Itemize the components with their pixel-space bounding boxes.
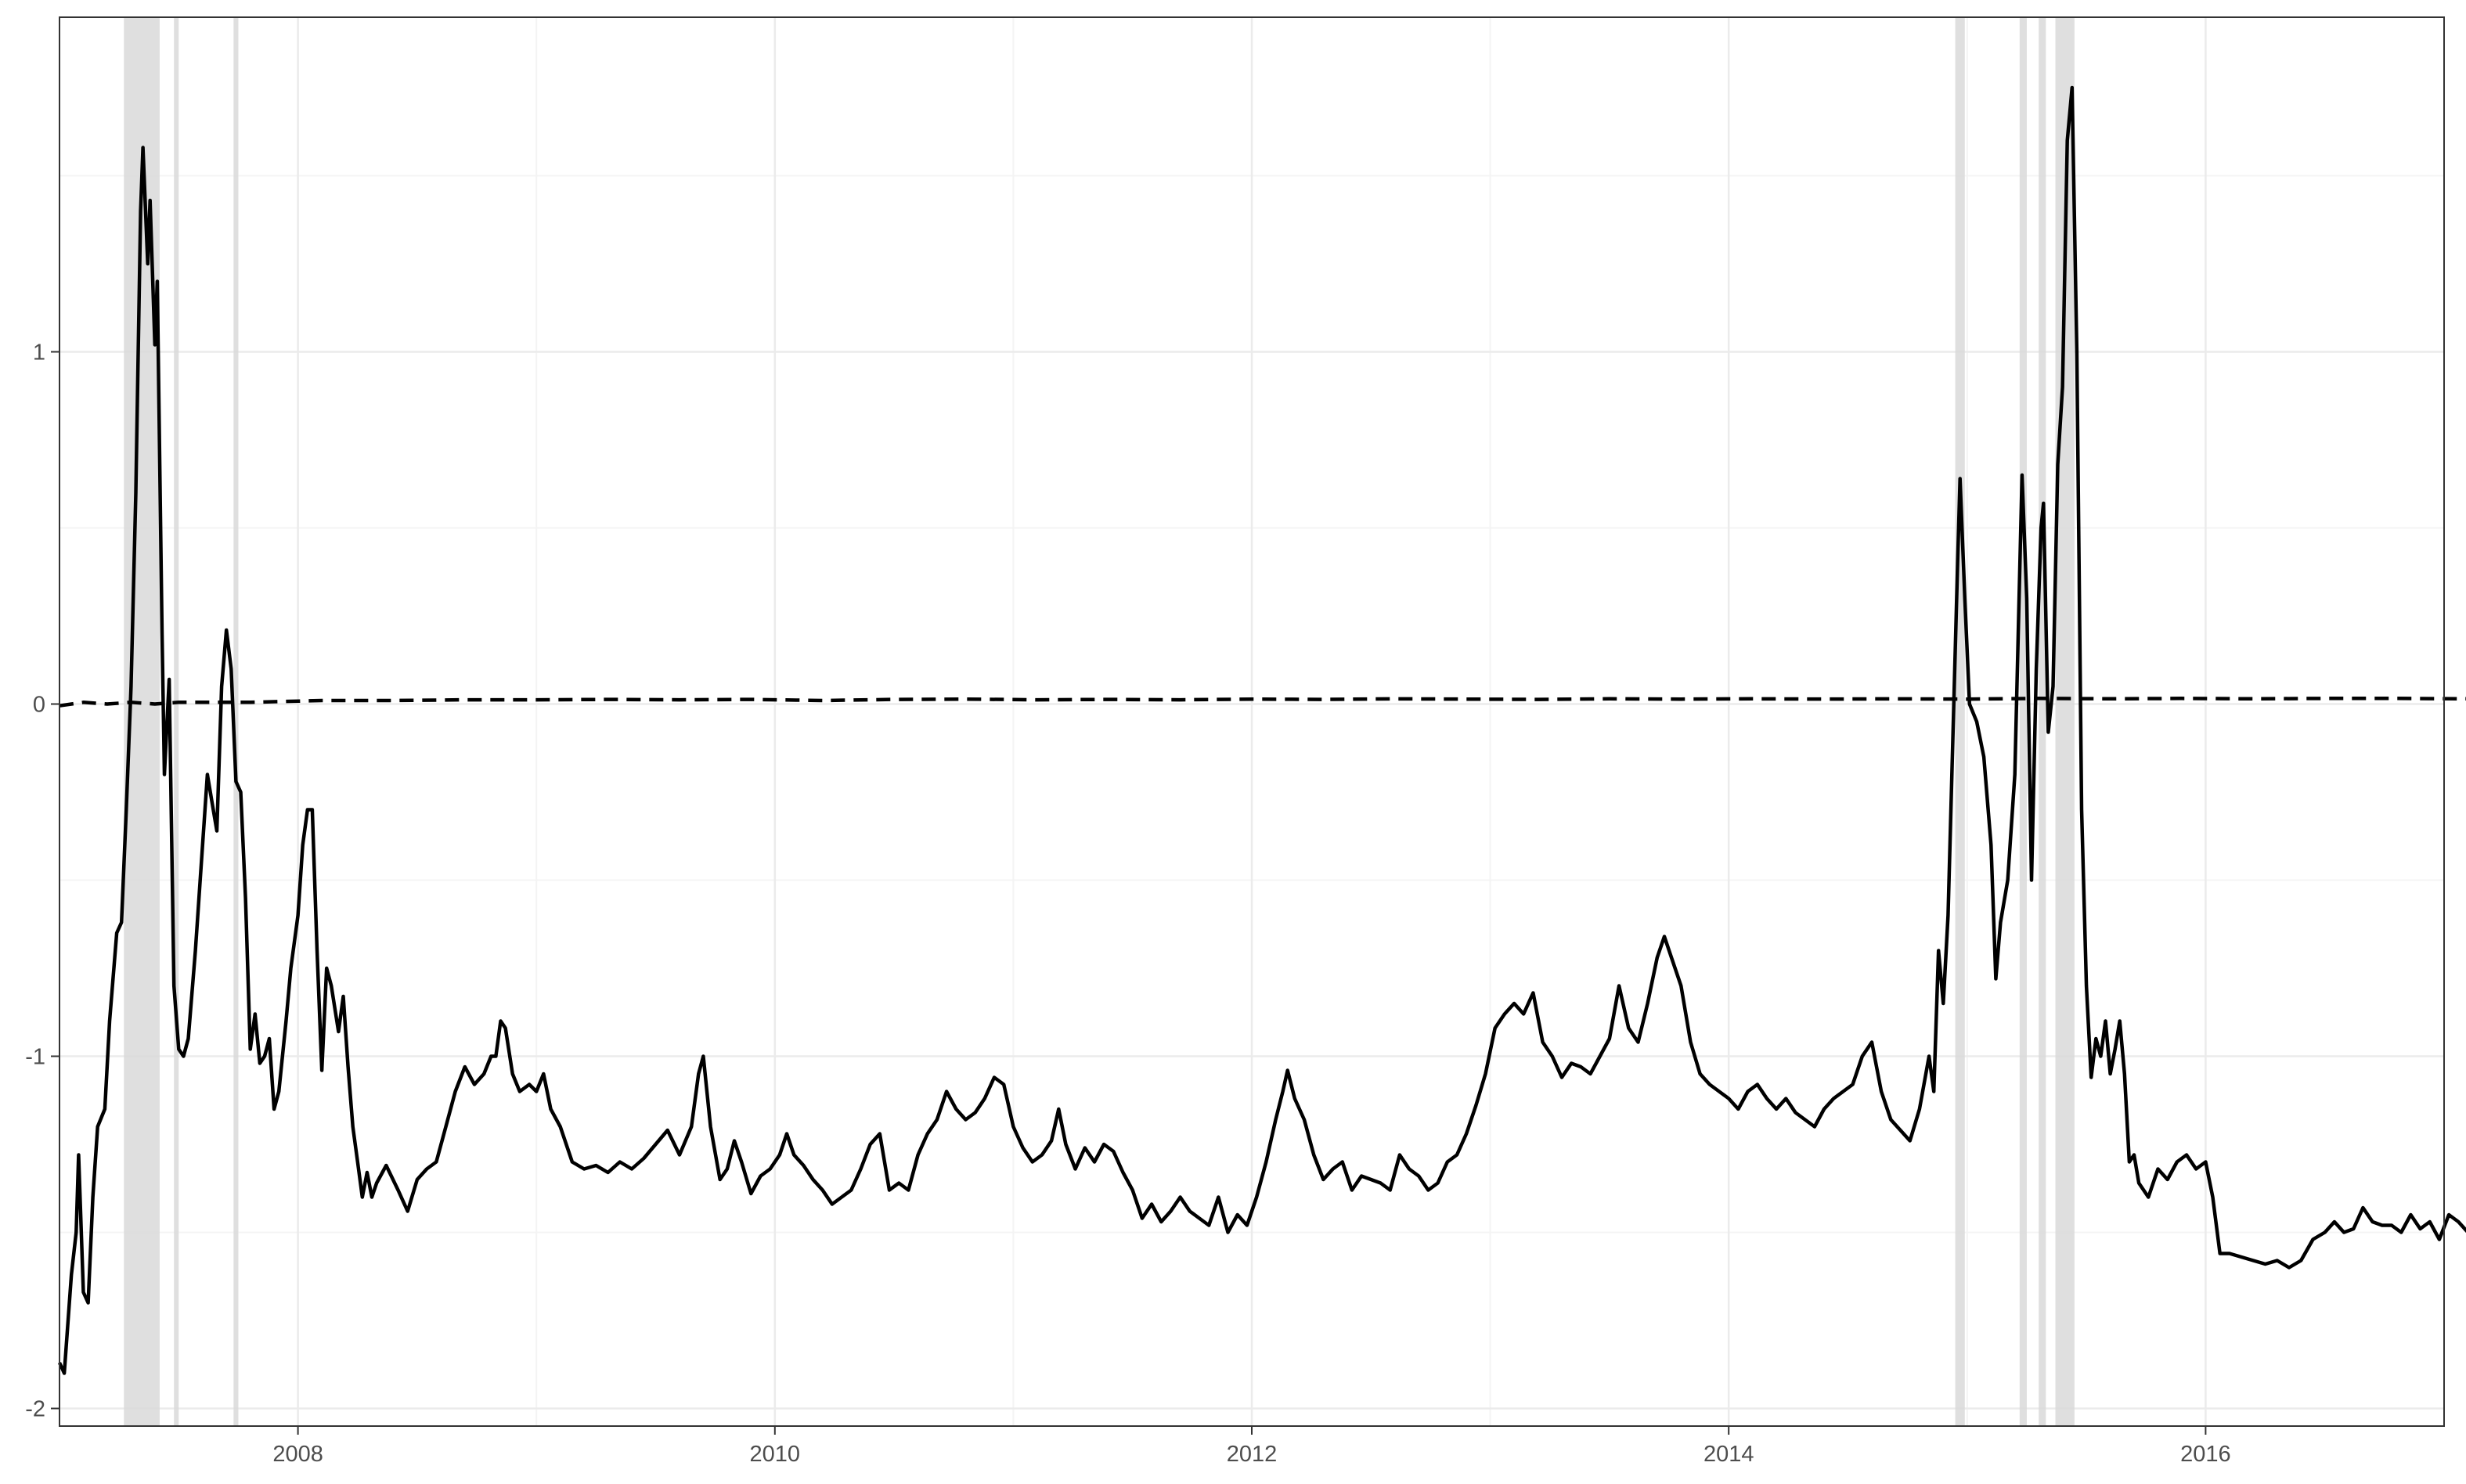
shaded-interval [174, 17, 179, 1426]
major-gridlines [59, 17, 2444, 1426]
x-tick-label: 2008 [272, 1442, 323, 1467]
shaded-interval [2019, 17, 2027, 1426]
series-lines [57, 85, 2466, 1375]
x-tick-label: 2012 [1227, 1442, 1278, 1467]
solid-series-line [57, 85, 2466, 1375]
shaded-intervals [124, 17, 2075, 1426]
y-axis: -2 -1 0 1 [25, 340, 59, 1422]
shaded-interval [2039, 17, 2046, 1426]
x-axis: 2008 2010 2012 2014 2016 [272, 1426, 2231, 1467]
x-tick-label: 2010 [750, 1442, 801, 1467]
y-tick-label: -2 [25, 1397, 45, 1422]
y-tick-label: 1 [33, 340, 45, 366]
y-tick-label: -1 [25, 1045, 45, 1070]
x-tick-label: 2016 [2180, 1442, 2231, 1467]
shaded-interval [233, 17, 239, 1426]
x-tick-label: 2014 [1703, 1442, 1754, 1467]
shaded-interval [1955, 17, 1965, 1426]
y-tick-label: 0 [33, 693, 45, 718]
